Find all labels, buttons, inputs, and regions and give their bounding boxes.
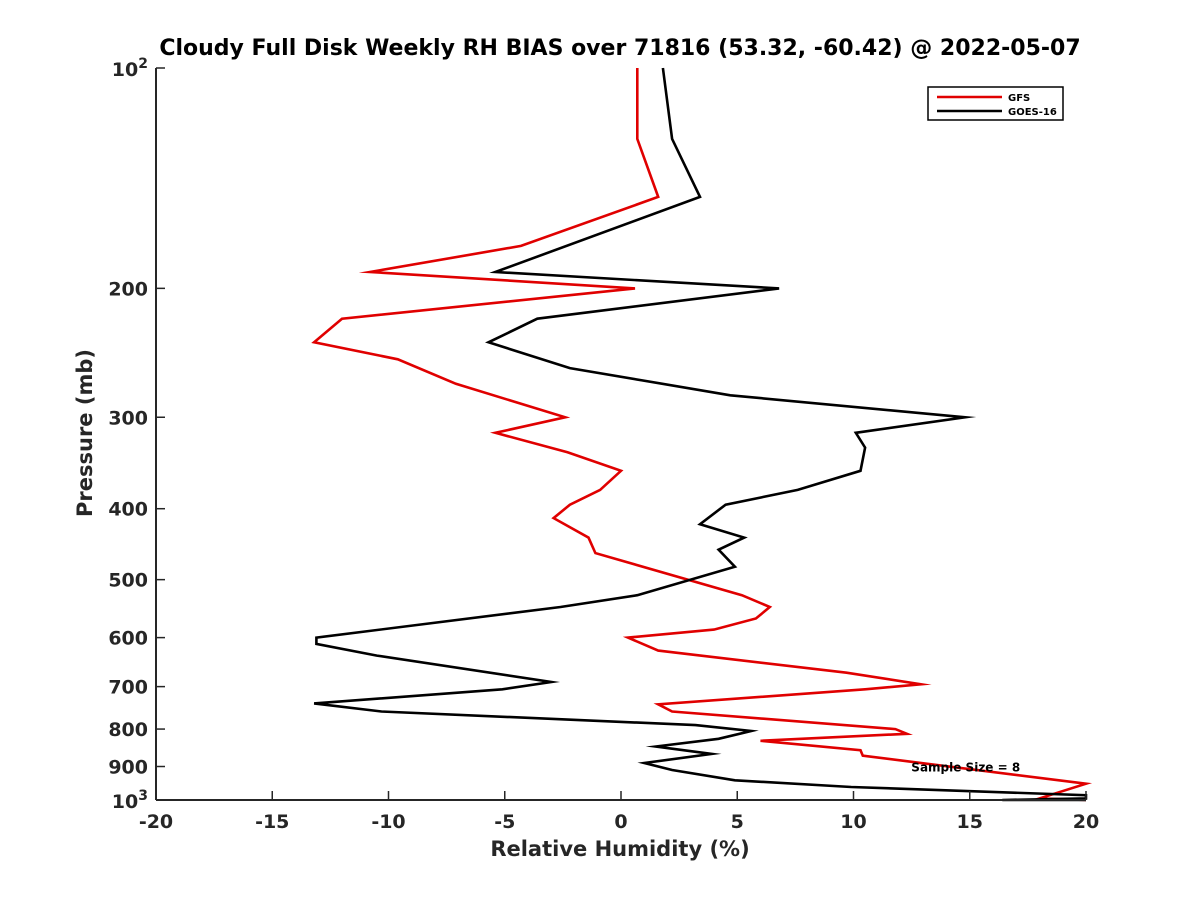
y-tick-label: 900 <box>108 757 148 779</box>
sample-size-annotation: Sample Size = 8 <box>911 761 1020 775</box>
y-tick-label-power: 102 <box>112 56 148 81</box>
y-tick-label-exponent: 2 <box>138 56 148 72</box>
y-tick-label-power: 103 <box>112 788 148 813</box>
x-tick-label: 0 <box>614 811 627 833</box>
y-tick-label: 800 <box>108 719 148 741</box>
legend-label: GFS <box>1008 93 1030 104</box>
x-tick-label: 15 <box>957 811 983 833</box>
y-tick-label-exponent: 3 <box>138 788 148 804</box>
x-tick-label: 10 <box>840 811 866 833</box>
y-axis-title: Pressure (mb) <box>73 349 97 517</box>
legend-items: GFS GOES-16 <box>937 93 1057 118</box>
series-layer <box>311 67 1093 802</box>
chart-title: Cloudy Full Disk Weekly RH BIAS over 718… <box>159 36 1080 61</box>
y-tick-label: 300 <box>108 407 148 429</box>
x-axis-ticks: -20 -15 -10 -5 0 5 10 15 20 <box>139 791 1099 833</box>
x-tick-label: -20 <box>139 811 173 833</box>
legend-label: GOES-16 <box>1008 107 1057 118</box>
x-tick-label: -5 <box>494 811 515 833</box>
y-tick-label: 400 <box>108 499 148 521</box>
plot-area: -20 -15 -10 -5 0 5 10 15 20 200 300 400 500 600 700 80… <box>108 56 1099 833</box>
y-tick-label: 500 <box>108 570 148 592</box>
x-tick-label: 20 <box>1073 811 1099 833</box>
annotation-layer: Sample Size = 8 <box>911 761 1020 775</box>
series-line-goes-16 <box>313 67 1088 802</box>
y-tick-label-base: 10 <box>112 791 138 813</box>
y-tick-label: 200 <box>108 278 148 300</box>
legend-box <box>927 86 1064 121</box>
legend: GFS GOES-16 <box>927 86 1064 121</box>
x-tick-label: 5 <box>731 811 744 833</box>
y-tick-label: 700 <box>108 677 148 699</box>
y-tick-label-base: 10 <box>112 59 138 81</box>
series-line-gfs <box>311 68 1093 802</box>
x-tick-label: -15 <box>255 811 289 833</box>
x-tick-label: -10 <box>371 811 405 833</box>
plot-background <box>156 68 1086 800</box>
x-axis-title: Relative Humidity (%) <box>490 837 749 861</box>
y-tick-label: 600 <box>108 628 148 650</box>
